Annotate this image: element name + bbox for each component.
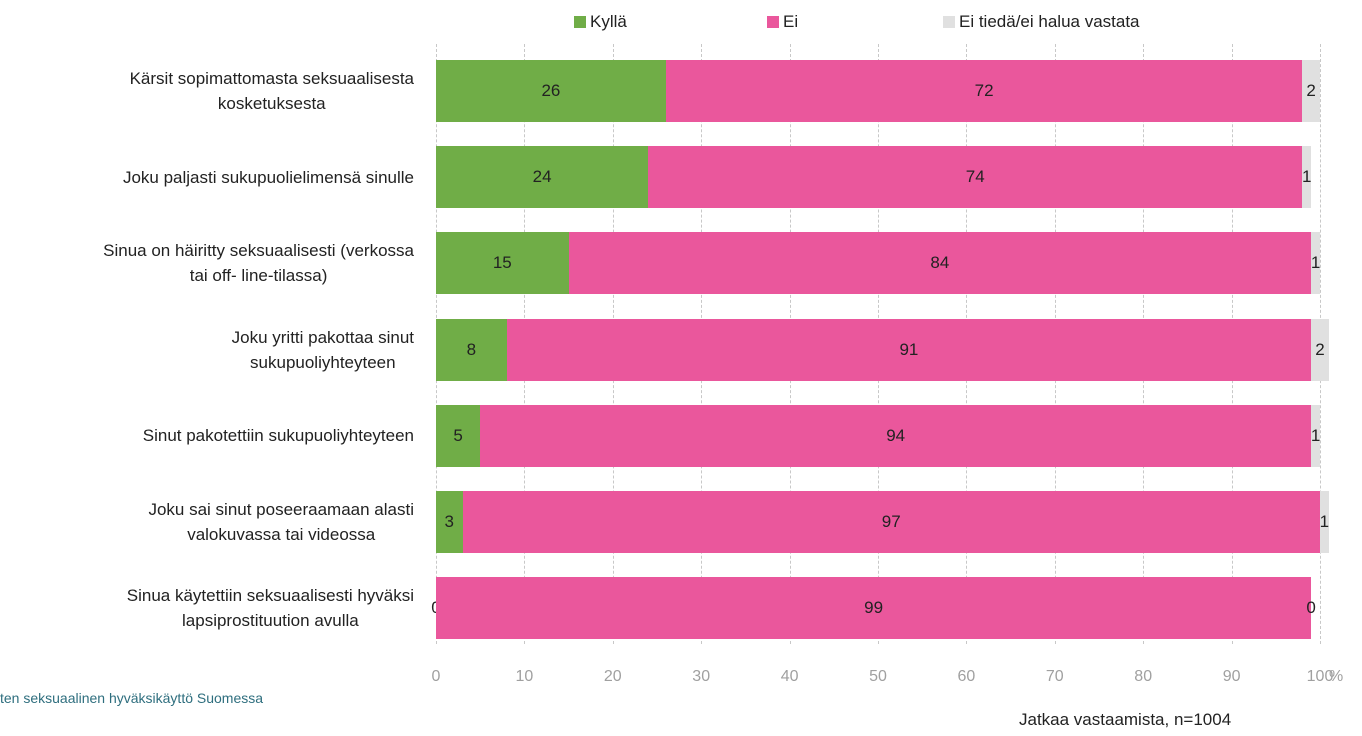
category: Sinua käytettiin seksuaalisesti hyväksi …	[0, 577, 414, 639]
value-label: 26	[541, 81, 561, 100]
x-tick-label: 80	[1134, 668, 1153, 685]
category-label: Joku sai sinut poseeraamaan alasti valok…	[148, 500, 414, 544]
bar-segment	[1320, 491, 1329, 553]
bar-segment	[648, 146, 1303, 209]
bar-segment	[436, 318, 507, 381]
category-label: Kärsit sopimattomasta seksuaalisesta kos…	[129, 69, 414, 113]
bar-segment	[506, 318, 1312, 381]
value-label: 15	[492, 253, 512, 273]
x-tick-label: 50	[869, 668, 887, 685]
legend-label: Ei	[783, 12, 799, 31]
x-tick-label: 10	[515, 668, 534, 685]
legend-swatch	[574, 16, 586, 28]
value-label: 2	[1315, 339, 1325, 359]
x-tick-label: 0	[431, 668, 441, 685]
legend-item: Ei	[767, 12, 798, 32]
bar-segment	[480, 404, 1312, 467]
bar-segment	[1311, 404, 1320, 467]
category: Kärsit sopimattomasta seksuaalisesta kos…	[0, 60, 414, 122]
category: Joku paljasti sukupuolielimensä sinulle	[0, 146, 414, 208]
value-label: 0	[1306, 598, 1316, 618]
legend-item: Ei tiedä/ei halua vastata	[943, 12, 1140, 32]
value-label: 91	[899, 339, 919, 359]
value-label: 99	[864, 598, 884, 618]
bar-segment	[462, 491, 1320, 553]
value-label: 1	[1302, 167, 1312, 187]
category-label: Joku paljasti sukupuolielimensä sinulle	[122, 167, 414, 187]
x-unit: %	[1329, 668, 1344, 685]
bar-segment	[1311, 232, 1320, 295]
category-label: Joku yritti pakottaa sinut sukupuoliyhte…	[231, 327, 414, 372]
category: Sinua on häiritty seksuaalisesti (verkos…	[0, 232, 414, 294]
value-label: 74	[965, 167, 985, 187]
x-tick-label: 90	[1222, 668, 1241, 685]
category: Sinut pakotettiin sukupuoliyhteyteen	[0, 405, 414, 467]
value-label: 1	[1310, 253, 1321, 273]
value-label: 8	[466, 339, 477, 359]
x-tick-label: 40	[780, 668, 799, 685]
x-tick-label: 60	[957, 668, 976, 685]
x-tick-label: 100	[1306, 668, 1334, 685]
legend-swatch	[943, 16, 955, 28]
x-tick-label: 30	[692, 668, 711, 685]
value-label: 1	[1310, 425, 1321, 445]
legend-item: Kyllä	[574, 12, 627, 32]
value-label: 3	[444, 512, 454, 531]
x-tick-label: 70	[1045, 668, 1064, 685]
category-label: Sinua on häiritty seksuaalisesti (verkos…	[103, 241, 414, 286]
value-label: 72	[974, 81, 994, 100]
sample-note: Jatkaa vastaamista, n=1004	[1019, 710, 1232, 729]
bar-segment	[665, 60, 1303, 122]
value-label: 1	[1319, 512, 1330, 531]
bar-segment	[436, 146, 649, 209]
legend-label: Kyllä	[590, 12, 627, 31]
bar-segment	[1311, 318, 1329, 381]
category-label: Sinut pakotettiin sukupuoliyhteyteen	[142, 426, 414, 446]
bar-segment	[436, 60, 666, 122]
category: Joku yritti pakottaa sinut sukupuoliyhte…	[0, 319, 414, 381]
source-note: ten seksuaalinen hyväksikäyttö Suomessa	[0, 690, 264, 706]
legend-swatch	[767, 16, 779, 28]
bar-segment	[436, 232, 569, 295]
category: Joku sai sinut poseeraamaan alasti valok…	[0, 491, 414, 553]
bar-segment	[436, 491, 463, 553]
value-label: 94	[886, 425, 906, 445]
bar-segment	[568, 232, 1312, 295]
value-label: 84	[930, 253, 950, 273]
value-label: 97	[881, 512, 901, 531]
bar-segment	[1302, 60, 1320, 122]
bar-segment	[1302, 146, 1312, 209]
x-tick-label: 20	[603, 668, 622, 685]
value-label: 5	[453, 425, 463, 445]
bar-segment	[436, 577, 1312, 640]
category-label: Sinua käytettiin seksuaalisesti hyväksi …	[126, 586, 414, 631]
value-label: 2	[1306, 81, 1316, 100]
bar-segment	[436, 404, 481, 467]
legend-label: Ei tiedä/ei halua vastata	[959, 12, 1140, 31]
value-label: 24	[532, 167, 552, 187]
